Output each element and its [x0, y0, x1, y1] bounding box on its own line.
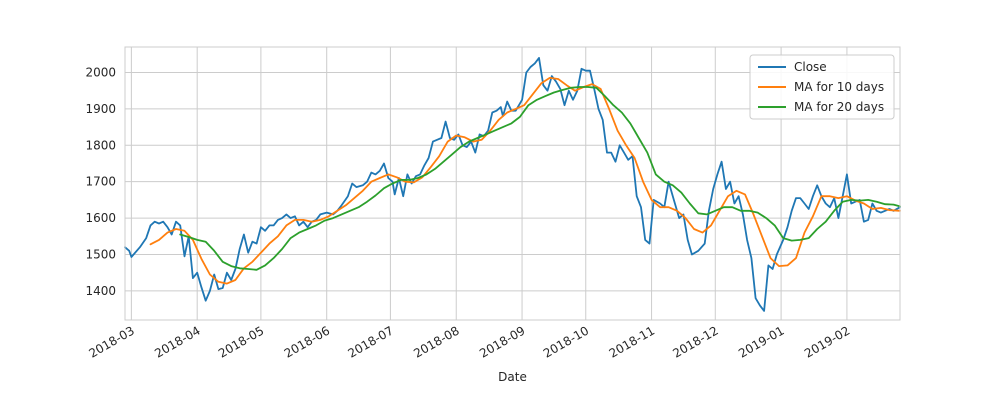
series-line-ma-for-20-days: [179, 86, 901, 271]
x-tick-label: 2018-07: [345, 323, 395, 360]
x-tick-label: 2018-06: [282, 323, 332, 360]
series-layer: [124, 57, 901, 312]
y-tick-label: 1600: [85, 211, 116, 225]
x-tick-label: 2018-09: [477, 323, 527, 360]
series-line-close: [124, 57, 901, 312]
plot-area-frame: [124, 46, 901, 321]
x-tick-label: 2018-04: [152, 323, 202, 360]
y-tick-label: 1500: [85, 247, 116, 261]
x-tick-label: 2018-11: [607, 323, 657, 360]
x-tick-label: 2018-05: [216, 323, 266, 360]
grid: [125, 47, 900, 320]
x-tick-label: 2018-12: [670, 323, 720, 360]
y-tick-label: 2000: [85, 65, 116, 79]
x-tick-label: 2018-10: [541, 323, 591, 360]
legend-label: MA for 10 days: [794, 80, 884, 94]
series-line-ma-for-10-days: [149, 77, 901, 285]
y-tick-label: 1800: [85, 138, 116, 152]
legend-box: [749, 54, 895, 120]
tick-labels: 1400 1500 1600 1700 1800 1900 2000 2018-03 2018-…: [85, 65, 852, 360]
y-tick-label: 1700: [85, 175, 116, 189]
x-tick-label: 2018-08: [411, 323, 461, 360]
x-tick-label: 2019-02: [802, 323, 852, 360]
y-tick-label: 1400: [85, 284, 116, 298]
x-tick-label: 2018-03: [86, 323, 136, 360]
x-axis-title: Date: [498, 370, 527, 384]
legend: Close MA for 10 days MA for 20 days: [749, 54, 895, 120]
x-tick-label: 2019-01: [736, 323, 786, 360]
legend-label: MA for 20 days: [794, 100, 884, 114]
legend-label: Close: [794, 60, 827, 74]
y-tick-label: 1900: [85, 102, 116, 116]
